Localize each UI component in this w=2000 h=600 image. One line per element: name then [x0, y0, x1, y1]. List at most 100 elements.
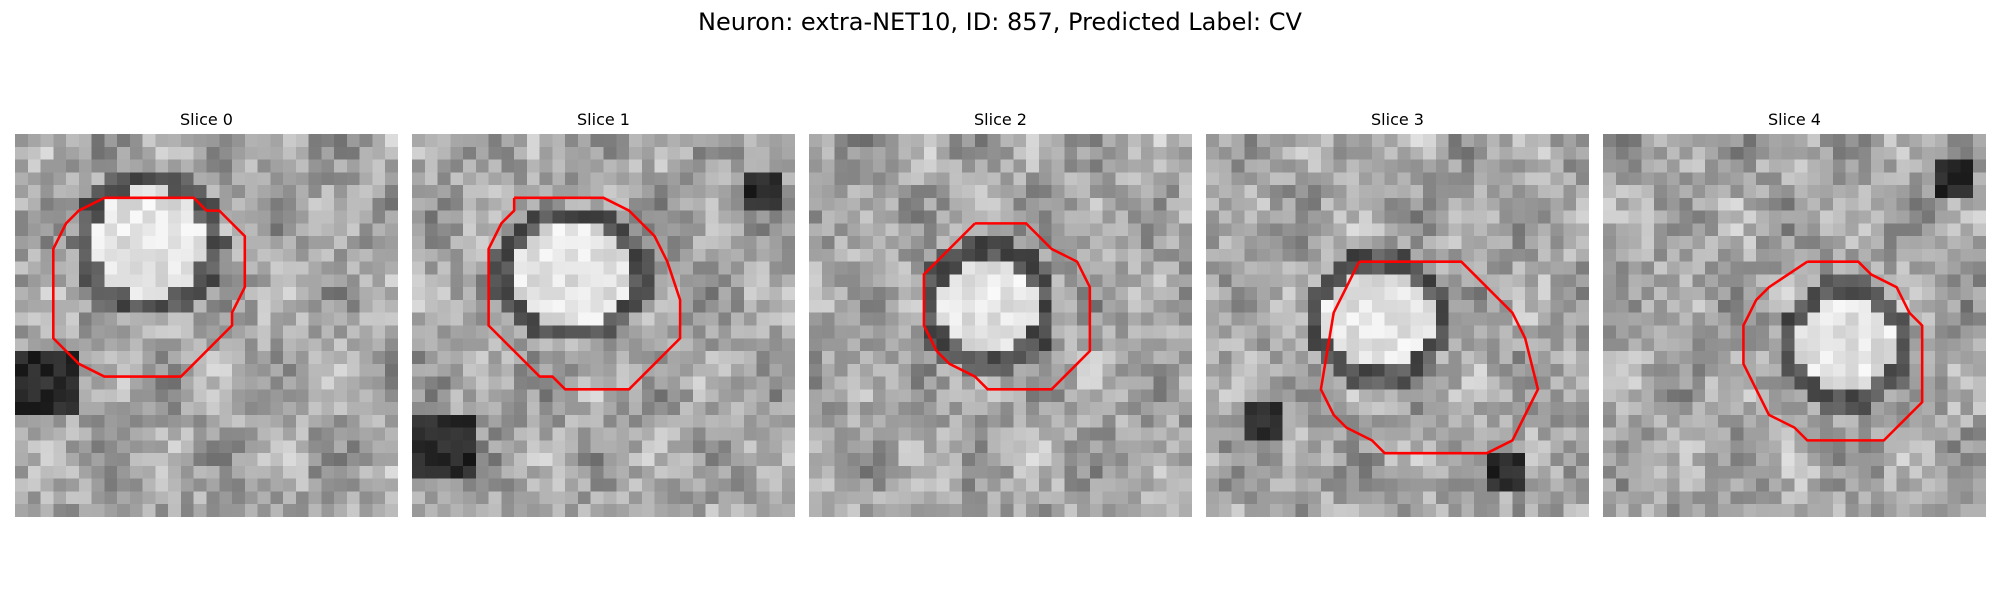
image-pixel — [1115, 146, 1129, 160]
image-pixel — [257, 363, 271, 377]
image-pixel — [1244, 146, 1258, 160]
image-pixel — [1807, 504, 1821, 517]
image-pixel — [270, 414, 284, 428]
image-pixel — [1179, 465, 1192, 479]
image-pixel — [53, 299, 67, 313]
image-pixel — [1038, 223, 1052, 237]
image-pixel — [1603, 210, 1617, 224]
image-pixel — [1333, 376, 1347, 390]
image-pixel — [193, 274, 207, 288]
image-pixel — [1474, 210, 1488, 224]
image-pixel — [501, 427, 515, 441]
image-pixel — [860, 210, 874, 224]
image-pixel — [412, 440, 426, 454]
image-pixel — [104, 440, 118, 454]
image-pixel — [78, 504, 92, 517]
image-pixel — [1909, 504, 1923, 517]
image-pixel — [1947, 491, 1961, 505]
image-pixel — [27, 299, 41, 313]
image-pixel — [1384, 453, 1398, 467]
image-pixel — [1474, 261, 1488, 275]
image-pixel — [769, 134, 783, 148]
image-pixel — [821, 338, 835, 352]
image-pixel — [923, 465, 937, 479]
image-pixel — [27, 312, 41, 326]
image-pixel — [1051, 325, 1065, 339]
image-pixel — [1768, 287, 1782, 301]
image-pixel — [193, 402, 207, 416]
image-pixel — [155, 338, 169, 352]
image-pixel — [244, 453, 258, 467]
image-pixel — [936, 210, 950, 224]
image-pixel — [1576, 402, 1589, 416]
image-pixel — [526, 351, 540, 365]
image-pixel — [1461, 312, 1475, 326]
image-pixel — [1179, 504, 1192, 517]
image-pixel — [1960, 210, 1974, 224]
image-pixel — [437, 402, 451, 416]
image-pixel — [949, 414, 963, 428]
image-pixel — [1206, 223, 1220, 237]
image-pixel — [1140, 402, 1154, 416]
image-pixel — [1692, 274, 1706, 288]
image-pixel — [308, 172, 322, 186]
image-pixel — [424, 185, 438, 199]
image-pixel — [1794, 312, 1808, 326]
image-pixel — [412, 351, 426, 365]
image-pixel — [1947, 274, 1961, 288]
image-pixel — [53, 414, 67, 428]
image-pixel — [1308, 172, 1322, 186]
image-pixel — [463, 248, 477, 262]
image-pixel — [168, 491, 182, 505]
image-pixel — [1525, 185, 1539, 199]
image-pixel — [244, 274, 258, 288]
image-pixel — [1896, 363, 1910, 377]
image-pixel — [244, 363, 258, 377]
image-pixel — [987, 210, 1001, 224]
image-pixel — [129, 325, 143, 339]
image-pixel — [1576, 376, 1589, 390]
image-pixel — [104, 134, 118, 148]
image-pixel — [27, 210, 41, 224]
image-pixel — [654, 312, 668, 326]
image-pixel — [1576, 248, 1589, 262]
image-pixel — [1883, 440, 1897, 454]
image-pixel — [1730, 197, 1744, 211]
image-pixel — [1628, 274, 1642, 288]
image-pixel — [641, 402, 655, 416]
image-pixel — [1947, 172, 1961, 186]
image-pixel — [769, 185, 783, 199]
image-pixel — [1102, 312, 1116, 326]
image-pixel — [1550, 236, 1564, 250]
image-pixel — [756, 325, 770, 339]
image-pixel — [1128, 159, 1142, 173]
image-pixel — [654, 478, 668, 492]
image-pixel — [872, 465, 886, 479]
image-pixel — [1026, 312, 1040, 326]
image-pixel — [1486, 146, 1500, 160]
image-pixel — [27, 248, 41, 262]
image-pixel — [1615, 134, 1629, 148]
image-pixel — [962, 236, 976, 250]
image-pixel — [1922, 172, 1936, 186]
image-pixel — [1166, 453, 1180, 467]
image-pixel — [809, 389, 823, 403]
image-pixel — [923, 274, 937, 288]
image-pixel — [1666, 478, 1680, 492]
image-pixel — [1410, 465, 1424, 479]
image-pixel — [1960, 172, 1974, 186]
image-pixel — [91, 312, 105, 326]
image-pixel — [616, 185, 630, 199]
image-pixel — [756, 287, 770, 301]
image-pixel — [1922, 261, 1936, 275]
image-pixel — [577, 325, 591, 339]
image-pixel — [821, 402, 835, 416]
image-pixel — [1717, 338, 1731, 352]
image-pixel — [232, 248, 246, 262]
image-pixel — [1576, 325, 1589, 339]
image-pixel — [1705, 338, 1719, 352]
image-pixel — [872, 338, 886, 352]
image-pixel — [1717, 491, 1731, 505]
image-pixel — [308, 210, 322, 224]
image-pixel — [142, 261, 156, 275]
